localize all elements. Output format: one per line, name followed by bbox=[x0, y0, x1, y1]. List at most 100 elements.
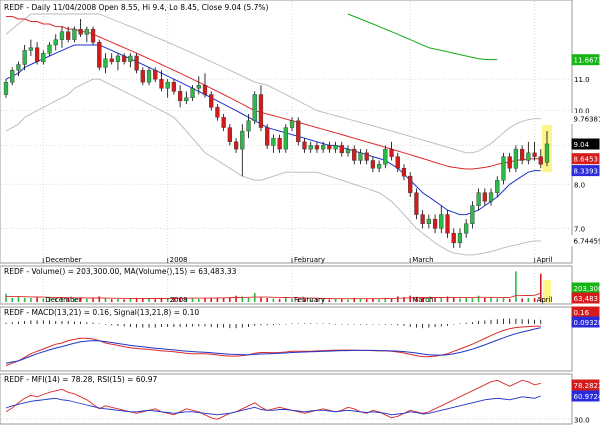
candle-down bbox=[134, 55, 139, 71]
macd-histogram-bar bbox=[49, 320, 50, 324]
macd-histogram-bar bbox=[179, 324, 181, 327]
volume-panel: REDF - Volume() = 203,300.00, MA(Volume(… bbox=[0, 265, 600, 305]
series-ma-200- bbox=[347, 13, 498, 61]
candle-down bbox=[122, 55, 127, 62]
volume-bar bbox=[204, 298, 206, 302]
volume-bar bbox=[508, 298, 511, 302]
volume-bar bbox=[61, 298, 63, 302]
volume-bar bbox=[322, 299, 324, 302]
macd-tag-1-label: 0.093280 bbox=[574, 319, 600, 327]
candle-up bbox=[457, 232, 463, 244]
volume-bar bbox=[54, 297, 57, 302]
candle-up bbox=[128, 55, 133, 62]
candle-up bbox=[271, 137, 276, 146]
candle-up bbox=[146, 70, 152, 83]
macd-panel-title: REDF - MACD(13,21) = 0.16, Signal(13,21,… bbox=[4, 308, 199, 317]
price-candles bbox=[3, 18, 550, 248]
candle-up bbox=[47, 44, 52, 54]
macd-histogram-bar bbox=[92, 322, 94, 324]
candle-up bbox=[289, 120, 295, 128]
mfi-rsi-tag-0-label: 78.2823 bbox=[574, 382, 600, 390]
volume-bar bbox=[98, 296, 101, 302]
candle-down bbox=[420, 214, 425, 224]
mfi-rsi-tag-1-label: 60.9724 bbox=[574, 393, 600, 401]
candle-down bbox=[432, 218, 438, 229]
macd-histogram-bar bbox=[111, 324, 113, 326]
volume-bar bbox=[539, 273, 542, 302]
volume-bar bbox=[428, 298, 430, 302]
volume-bar bbox=[197, 298, 200, 302]
candle-up bbox=[246, 120, 251, 132]
macd-histogram-bar bbox=[185, 324, 187, 327]
macd-histogram-bar bbox=[123, 324, 125, 327]
macd-histogram-bar bbox=[310, 323, 312, 324]
volume-bar bbox=[173, 297, 175, 302]
candle-up bbox=[240, 130, 245, 150]
candle-up bbox=[28, 47, 34, 51]
macd-histogram-bar bbox=[167, 324, 169, 327]
volume-bar bbox=[179, 298, 181, 302]
volume-bar bbox=[316, 298, 318, 302]
price-tag-3-box bbox=[571, 153, 600, 165]
macd-histogram-bar bbox=[297, 323, 299, 324]
macd-histogram-bar bbox=[173, 324, 175, 327]
volume-bar bbox=[496, 298, 499, 302]
candle-down bbox=[265, 127, 270, 146]
macd-histogram-bar bbox=[471, 322, 473, 324]
macd-histogram-bar bbox=[465, 322, 467, 324]
volume-bars bbox=[5, 271, 551, 303]
macd-histogram-bar bbox=[496, 319, 498, 324]
candle-down bbox=[302, 141, 307, 150]
volume-bar bbox=[347, 299, 349, 302]
price-panel: REDF - Daily 11/04/2008 Open 8.55, Hi 9.… bbox=[0, 0, 600, 264]
candle-down bbox=[140, 70, 145, 83]
macd-histogram-bar bbox=[291, 323, 293, 324]
macd-histogram-bar bbox=[154, 324, 156, 328]
candle-down bbox=[296, 120, 301, 142]
candle-down bbox=[153, 70, 158, 80]
macd-histogram-bar bbox=[384, 324, 386, 325]
volume-x-tick-label: March bbox=[412, 296, 433, 304]
candle-up bbox=[115, 55, 121, 62]
macd-histogram-bar bbox=[42, 320, 44, 324]
macd-histogram-bar bbox=[422, 324, 424, 329]
candle-down bbox=[314, 145, 320, 150]
price-x-tick-label: February bbox=[294, 256, 325, 264]
volume-bar bbox=[434, 297, 436, 302]
volume-bar bbox=[471, 298, 474, 302]
macd-histogram-bar bbox=[210, 324, 212, 327]
volume-bar bbox=[229, 297, 231, 302]
oscillator-line-ma_red bbox=[5, 379, 541, 420]
candle-up bbox=[190, 88, 195, 98]
price-tag-4-label: 8.3393 bbox=[574, 168, 599, 176]
volume-bar bbox=[92, 298, 94, 302]
macd-histogram-bar bbox=[378, 324, 380, 325]
macd-histogram-bar bbox=[272, 324, 274, 326]
price-x-tick-label: March bbox=[412, 256, 433, 264]
candle-down bbox=[202, 85, 208, 95]
macd-histogram-bar bbox=[136, 324, 137, 328]
macd-tag-0-label: 0.16 bbox=[574, 309, 590, 317]
candle-up bbox=[333, 145, 338, 150]
macd-histogram-bar bbox=[11, 322, 13, 324]
candle-up bbox=[103, 58, 108, 68]
volume-bar bbox=[148, 298, 150, 302]
volume-bar bbox=[216, 298, 219, 302]
macd-histogram-bar bbox=[335, 324, 336, 325]
volume-bar bbox=[527, 297, 530, 302]
volume-x-tick-label: February bbox=[294, 296, 325, 304]
macd-histogram-bar bbox=[80, 321, 82, 324]
macd-histogram-bar bbox=[266, 324, 268, 326]
volume-ma-line bbox=[6, 292, 541, 300]
volume-bar bbox=[415, 296, 418, 302]
volume-bar bbox=[73, 298, 76, 302]
macd-lines bbox=[5, 325, 541, 367]
candle-down bbox=[221, 117, 226, 128]
volume-bar bbox=[135, 297, 138, 302]
candle-up bbox=[526, 152, 531, 161]
price-x-tick-label: April bbox=[537, 256, 553, 264]
volume-bar bbox=[36, 297, 38, 302]
macd-histogram-bar bbox=[105, 324, 106, 325]
volume-bar bbox=[484, 297, 486, 302]
macd-histogram-bar bbox=[260, 324, 262, 326]
